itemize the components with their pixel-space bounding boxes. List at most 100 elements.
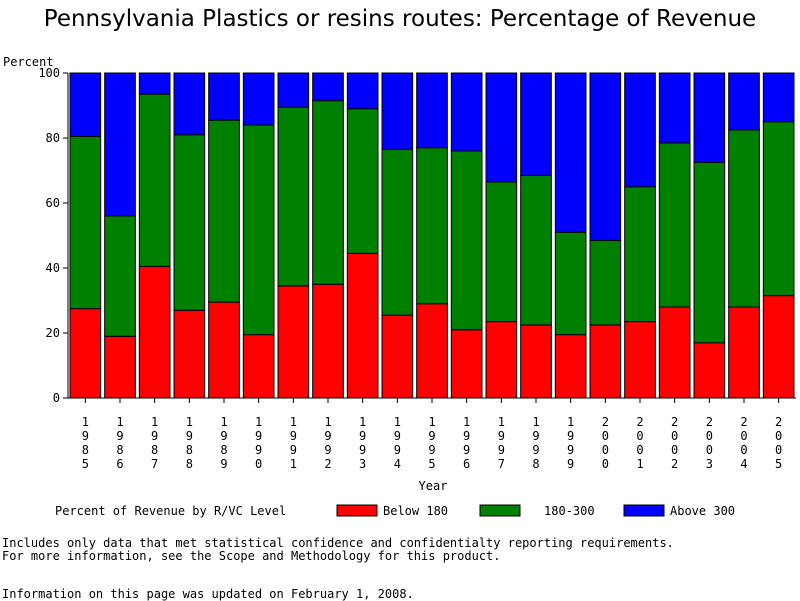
x-tick-label-2004-1: 0 — [740, 429, 747, 443]
bar-above-300-1995 — [416, 72, 448, 149]
x-tick-label-2001-2: 0 — [636, 443, 643, 457]
bar-180-300-1993 — [346, 108, 379, 254]
y-axis-title: Percent — [3, 55, 54, 69]
x-tick-label-1991-1: 9 — [290, 429, 297, 443]
bar-below-180-1988 — [173, 309, 206, 399]
bar-below-180-2003 — [693, 342, 726, 399]
bar-above-300-2004 — [728, 72, 760, 131]
bar-180-300-1991 — [277, 106, 310, 287]
x-tick-label-2005-2: 0 — [775, 443, 782, 457]
x-tick-label-1986-1: 9 — [116, 429, 123, 443]
x-tick-label-2003-3: 3 — [706, 457, 713, 471]
x-tick-label-1990-2: 9 — [255, 443, 262, 457]
x-tick-label-2002-3: 2 — [671, 457, 678, 471]
bar-180-300-1996 — [450, 150, 483, 331]
legend-label-below-180: Below 180 — [383, 504, 448, 518]
x-tick-label-2003-1: 0 — [706, 429, 713, 443]
x-tick-label-1985-0: 1 — [82, 415, 89, 429]
bar-180-300-1999 — [554, 231, 587, 336]
x-tick-label-1995-1: 9 — [428, 429, 435, 443]
x-tick-label-1996-3: 6 — [463, 457, 470, 471]
bar-180-300-2003 — [693, 161, 726, 344]
bar-above-300-1999 — [554, 72, 587, 233]
bar-180-300-1987 — [138, 93, 171, 267]
bar-below-180-1993 — [346, 252, 379, 399]
y-tick-label-60: 60 — [46, 196, 60, 210]
x-tick-label-1991-0: 1 — [290, 415, 297, 429]
x-tick-label-1993-2: 9 — [359, 443, 366, 457]
bar-below-180-1985 — [69, 308, 102, 399]
bar-below-180-1990 — [242, 334, 275, 399]
x-tick-label-1992-1: 9 — [324, 429, 331, 443]
bar-below-180-2001 — [624, 321, 656, 399]
x-tick-label-1985-3: 5 — [82, 457, 89, 471]
bar-180-300-1988 — [173, 134, 206, 311]
x-tick-label-1994-0: 1 — [394, 415, 401, 429]
x-tick-label-1995-0: 1 — [428, 415, 435, 429]
x-tick-label-2004-0: 2 — [740, 415, 747, 429]
x-tick-label-1999-3: 9 — [567, 457, 574, 471]
x-tick-label-1990-3: 0 — [255, 457, 262, 471]
bar-above-300-2003 — [693, 72, 726, 163]
bar-180-300-1990 — [242, 124, 275, 336]
legend-swatch-below-180 — [336, 504, 378, 517]
x-tick-label-1995-3: 5 — [428, 457, 435, 471]
x-tick-label-2005-3: 5 — [775, 457, 782, 471]
bar-180-300-1998 — [520, 174, 552, 326]
x-tick-label-1986-3: 6 — [116, 457, 123, 471]
bar-above-300-2005 — [762, 72, 795, 123]
footnote-confidentiality: Includes only data that met statistical … — [2, 536, 674, 550]
x-tick-label-2000-3: 0 — [602, 457, 609, 471]
x-tick-label-2000-2: 0 — [602, 443, 609, 457]
x-tick-label-2002-0: 2 — [671, 415, 678, 429]
x-tick-label-1997-1: 9 — [498, 429, 505, 443]
bar-180-300-2000 — [589, 239, 622, 326]
x-tick-label-2001-0: 2 — [636, 415, 643, 429]
bar-above-300-1986 — [104, 72, 136, 217]
chart-title: Pennsylvania Plastics or resins routes: … — [43, 6, 757, 32]
x-tick-label-1986-2: 8 — [116, 443, 123, 457]
legend-swatch-above-300 — [623, 504, 665, 517]
x-tick-label-1996-0: 1 — [463, 415, 470, 429]
x-tick-label-2002-1: 0 — [671, 429, 678, 443]
x-tick-label-1999-0: 1 — [567, 415, 574, 429]
x-tick-label-1991-2: 9 — [290, 443, 297, 457]
bar-above-300-1988 — [173, 72, 206, 136]
bar-180-300-2004 — [728, 129, 760, 308]
bar-below-180-1986 — [104, 335, 136, 399]
bar-above-300-1990 — [242, 72, 275, 126]
bar-below-180-1989 — [208, 301, 240, 399]
x-tick-label-2001-3: 1 — [636, 457, 643, 471]
bar-180-300-1997 — [485, 181, 518, 323]
bar-above-300-2002 — [658, 72, 691, 144]
bar-below-180-2000 — [589, 324, 622, 399]
x-tick-label-1992-3: 2 — [324, 457, 331, 471]
x-tick-label-1988-3: 8 — [186, 457, 193, 471]
x-tick-label-1993-1: 9 — [359, 429, 366, 443]
x-tick-label-1994-2: 9 — [394, 443, 401, 457]
x-tick-label-1986-0: 1 — [116, 415, 123, 429]
x-tick-label-1989-3: 9 — [220, 457, 227, 471]
bar-180-300-2002 — [658, 142, 691, 308]
x-tick-label-1998-1: 9 — [532, 429, 539, 443]
x-tick-label-1987-3: 7 — [151, 457, 158, 471]
x-axis-title: Year — [419, 479, 448, 493]
bar-above-300-1996 — [450, 72, 483, 152]
y-tick-label-40: 40 — [46, 261, 60, 275]
x-tick-label-1997-2: 9 — [498, 443, 505, 457]
bar-below-180-1994 — [381, 314, 414, 399]
x-tick-label-2005-0: 2 — [775, 415, 782, 429]
x-tick-label-1992-0: 1 — [324, 415, 331, 429]
legend-swatch-180-300 — [479, 504, 521, 517]
y-tick-label-80: 80 — [46, 131, 60, 145]
bar-below-180-2005 — [762, 295, 795, 399]
x-tick-label-1987-1: 9 — [151, 429, 158, 443]
bar-below-180-2004 — [728, 306, 760, 399]
x-tick-label-1996-1: 9 — [463, 429, 470, 443]
x-tick-label-1996-2: 9 — [463, 443, 470, 457]
x-tick-label-2003-2: 0 — [706, 443, 713, 457]
x-tick-label-1995-2: 9 — [428, 443, 435, 457]
bar-above-300-1992 — [312, 72, 344, 102]
bar-below-180-1991 — [277, 285, 310, 399]
